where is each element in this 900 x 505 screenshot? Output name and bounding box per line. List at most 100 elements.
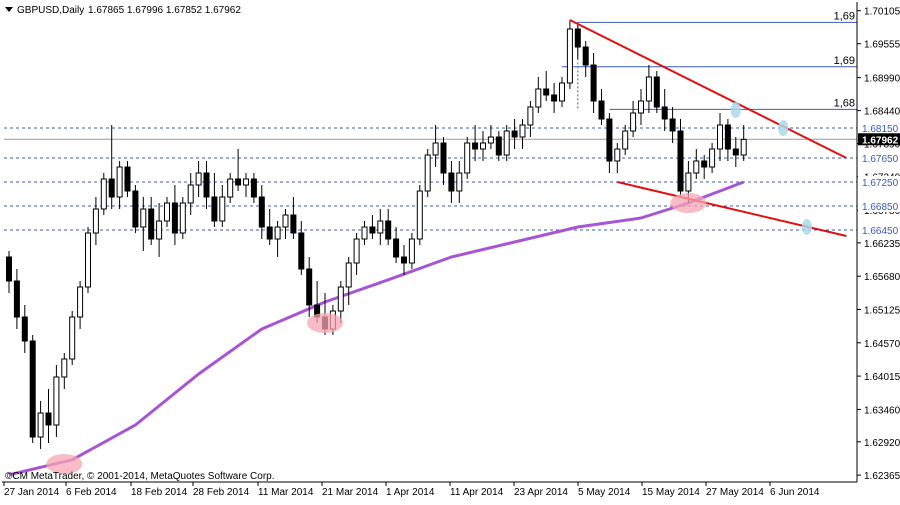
candle[interactable] [732,137,739,167]
candle[interactable] [535,77,542,113]
candle[interactable] [369,215,376,239]
candle[interactable] [124,161,131,197]
candle[interactable] [551,83,558,113]
candle[interactable] [724,119,731,161]
candle[interactable] [464,137,471,179]
candle[interactable] [693,149,700,179]
candle[interactable] [566,20,573,89]
candle[interactable] [187,173,194,215]
candle[interactable] [677,119,684,197]
candle[interactable] [156,203,163,257]
candle[interactable] [472,125,479,161]
candle[interactable] [13,269,20,329]
candle[interactable] [290,197,297,239]
candle[interactable] [424,149,431,197]
candle[interactable] [164,197,170,227]
candle[interactable] [440,137,447,185]
candle[interactable] [598,89,605,125]
candle[interactable] [116,161,123,209]
candle[interactable] [361,221,368,245]
candle[interactable] [432,125,439,167]
candle-body [551,94,558,102]
candle[interactable] [227,173,234,203]
candle[interactable] [337,281,344,323]
candle[interactable] [250,173,257,203]
candle[interactable] [717,113,723,161]
candle[interactable] [77,281,84,329]
candle[interactable] [85,227,91,293]
candle[interactable] [401,245,407,275]
candle[interactable] [243,173,249,197]
candle[interactable] [456,161,463,203]
candle[interactable] [527,101,534,137]
candle[interactable] [503,125,510,161]
candle[interactable] [606,113,613,173]
candle[interactable] [69,311,76,365]
candle-body [590,64,597,102]
candle[interactable] [132,185,139,233]
candle[interactable] [614,143,621,173]
candle[interactable] [211,173,218,227]
trendline-upper-resistance[interactable] [569,19,847,159]
candle[interactable] [274,221,281,257]
candle[interactable] [266,209,273,245]
chart-menu-arrow-icon[interactable] [5,7,13,12]
candle[interactable] [448,161,455,203]
candle[interactable] [574,23,581,59]
candle-body [582,46,589,66]
candle[interactable] [740,125,747,161]
candle[interactable] [203,161,210,209]
candle[interactable] [480,131,486,161]
candle[interactable] [108,125,115,209]
candle[interactable] [37,401,44,449]
candle[interactable] [353,233,360,275]
candle[interactable] [582,41,589,77]
candle[interactable] [543,71,550,101]
candle[interactable] [519,119,526,149]
candle[interactable] [661,89,668,131]
candle[interactable] [701,155,708,179]
candle[interactable] [6,251,12,293]
candle[interactable] [61,353,68,389]
candle[interactable] [219,185,226,227]
candle[interactable] [92,197,99,245]
candle[interactable] [495,131,502,161]
candle[interactable] [306,257,313,317]
candle[interactable] [630,101,637,137]
candle-body [369,226,376,234]
candle[interactable] [559,77,565,107]
candle[interactable] [622,125,629,155]
candle-body [203,172,210,198]
candle[interactable] [171,185,178,245]
candle[interactable] [195,161,202,197]
candle[interactable] [653,71,660,113]
candle[interactable] [21,305,28,353]
candle[interactable] [645,65,652,113]
candle[interactable] [148,197,155,245]
candle[interactable] [709,143,716,173]
candle[interactable] [298,221,305,275]
candle[interactable] [377,209,384,245]
candle[interactable] [416,185,423,245]
candle[interactable] [179,197,186,239]
candle[interactable] [282,209,289,239]
candle[interactable] [140,197,147,251]
candle[interactable] [487,125,494,149]
candle[interactable] [385,209,392,245]
candle[interactable] [53,365,60,437]
candle[interactable] [235,149,242,191]
candle[interactable] [45,389,52,443]
candle[interactable] [258,185,265,239]
candle[interactable] [345,257,352,305]
candle[interactable] [669,107,676,143]
candle[interactable] [393,227,400,263]
candle[interactable] [29,335,36,443]
candle[interactable] [511,119,518,149]
candle[interactable] [100,173,107,215]
candle[interactable] [638,89,644,125]
candle[interactable] [408,233,415,269]
candle[interactable] [590,53,597,113]
moving-average-line[interactable] [8,180,745,477]
